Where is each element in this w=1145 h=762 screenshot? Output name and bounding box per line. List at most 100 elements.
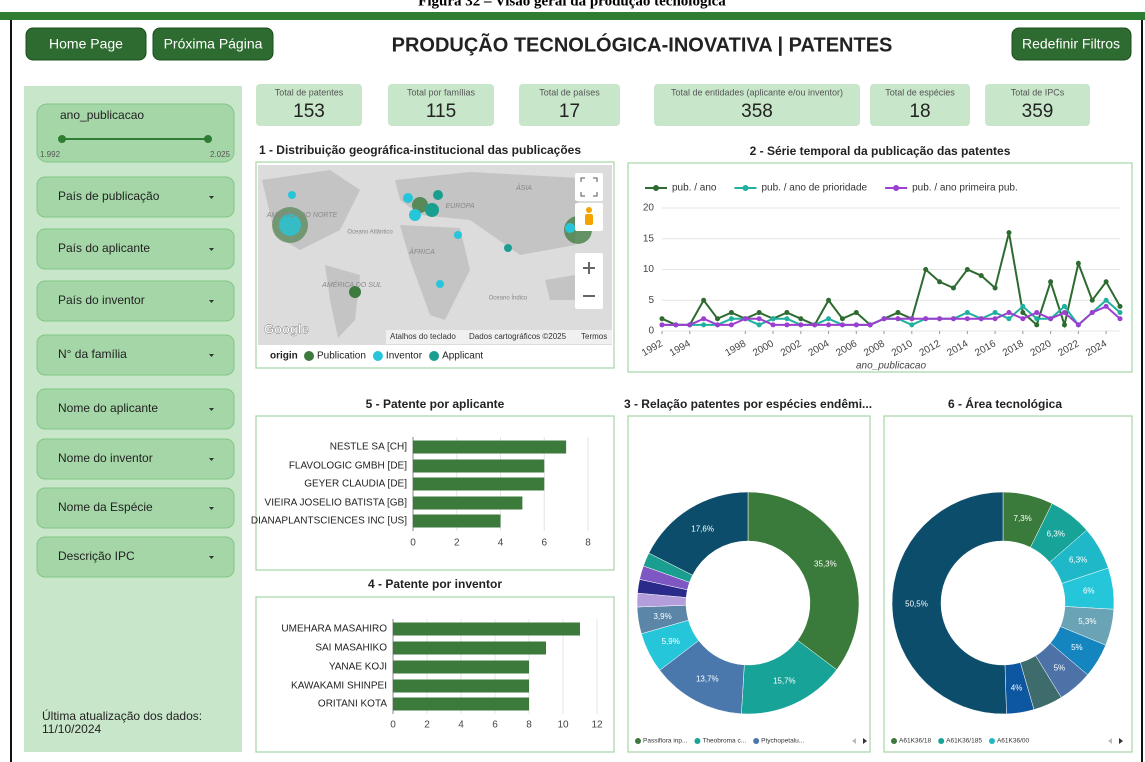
kpi-card [256,84,362,126]
species-panel: 3 - Relação patentes por espécies endêmi… [624,397,872,753]
slice-label: 13,7% [696,674,719,683]
map-bubble [403,193,413,203]
x-tick-label: 12 [591,720,603,731]
zoom-control[interactable] [575,253,603,309]
series-point [950,316,956,322]
donut-slice [648,491,749,576]
series-point [1048,316,1054,322]
x-tick-label: 10 [557,720,569,731]
map-panel: 1 - Distribuição geográfica-instituciona… [255,143,615,369]
series-point [1089,310,1095,316]
slice-label: 50,5% [905,599,928,608]
series-point [895,310,901,316]
series-point [978,316,984,322]
top-bar [0,12,1145,20]
sidebar-controls: ano_publicacao 1.992 2.025 País de publicaç… [36,103,235,736]
x-tick-label: 8 [526,720,532,731]
dropdown-arrow [209,507,214,510]
legend-next[interactable] [1119,738,1123,744]
dropdown-box [36,334,235,376]
map-attribution: Termos [581,332,607,341]
x-tick-label: 0 [410,538,416,549]
legend-next[interactable] [863,738,867,744]
panel-title: 2 - Série temporal da publicação das pat… [750,144,1011,158]
category-label: DIANAPLANTSCIENCES INC [US] [251,516,407,527]
map-bubble [349,286,361,298]
series-point [756,310,762,316]
slider-box [36,103,235,163]
series-point [839,316,845,322]
map-label: AMÉRICA DO SUL [321,280,382,289]
series-point [1006,316,1012,322]
button-label: Home Page [49,36,123,52]
slice-label: 17,6% [691,524,714,533]
legend-label: Publication [317,351,366,362]
series-point [1020,303,1026,309]
series-point [1103,279,1109,285]
slice-label: 6,3% [1069,555,1087,564]
filter-dropdown[interactable]: País de publicação [36,176,235,218]
legend-label: Theobroma c... [702,738,746,745]
panel-title: 4 - Patente por inventor [368,577,502,591]
legend-title: origin [270,351,298,362]
slider-label: ano_publicacao [60,108,144,122]
x-tick-label: 4 [458,720,464,731]
dropdown-box [36,388,235,430]
filter-dropdown[interactable]: Nome da Espécie [36,487,235,529]
x-tick-label: 0 [390,720,396,731]
series-point [1034,310,1040,316]
button-label: Próxima Página [164,36,263,52]
legend-dot [742,185,749,191]
series-point [964,310,970,316]
map-bubble [433,190,443,200]
filter-dropdown[interactable]: País do inventor [36,280,235,322]
map-label: Oceano Índico [489,295,528,302]
series-point [756,316,762,322]
slice-label: 5,9% [662,637,680,646]
legend-label: A61K36/18 [899,738,932,745]
series-point [1006,310,1012,316]
category-label: FLAVOLOGIC GMBH [DE] [289,461,407,472]
slider-max: 2.025 [210,150,231,159]
dropdown-label: Nome do aplicante [58,401,158,415]
series-point [1117,310,1123,316]
map-logo: Google [264,321,309,336]
dropdown-label: País do aplicante [58,241,150,255]
category-label: SAI MASAHIKO [315,643,387,654]
legend-prev[interactable] [1108,738,1112,744]
map-label: ÁSIA [515,183,532,192]
x-tick-label: 6 [541,538,547,549]
filter-dropdown[interactable]: Descrição IPC [36,536,235,578]
y-tick-label: 10 [643,264,655,275]
filter-dropdown[interactable]: País do aplicante [36,228,235,270]
series-point [701,297,707,303]
filter-dropdown[interactable]: N° da família [36,334,235,376]
land [545,275,578,300]
kpi-card [654,84,860,126]
next-button[interactable]: Próxima Página [152,27,274,61]
legend-label: Inventor [386,351,423,362]
kpi-label: Total de espécies [885,87,955,97]
series-point [1020,310,1026,316]
slice-label: 3,9% [653,612,671,621]
series-point [964,316,970,322]
filter-dropdown[interactable]: Nome do aplicante [36,388,235,430]
button-label: Redefinir Filtros [1022,36,1120,52]
year-slider[interactable]: ano_publicacao [36,103,235,163]
legend-prev[interactable] [852,738,856,744]
map-label: EUROPA [445,203,474,210]
caption: Figura 32 – Visão geral da produção tecn… [418,0,726,9]
reset-button[interactable]: Redefinir Filtros [1011,27,1132,61]
slice-label: 7,3% [1014,514,1032,523]
series-point [992,316,998,322]
kpi-card [388,84,494,126]
legend-label: A61K36/00 [997,738,1030,745]
legend-dot [893,185,900,191]
home-button[interactable]: Home Page [25,27,147,61]
donut-slice [747,491,860,671]
fullscreen-button[interactable] [575,173,603,201]
series-point [812,322,818,328]
series-point [728,310,734,316]
filter-dropdown[interactable]: Nome do inventor [36,438,235,480]
line-panel: 2 - Série temporal da publicação das pat… [627,144,1133,373]
